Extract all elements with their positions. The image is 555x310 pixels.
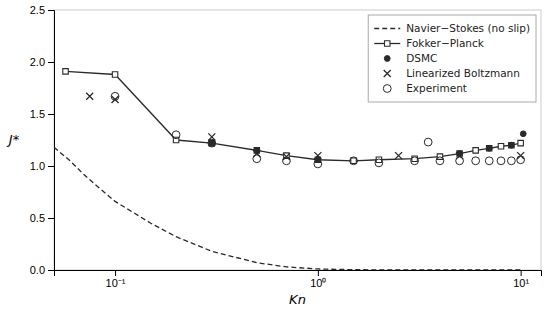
legend-label: Experiment xyxy=(406,82,467,94)
data-point xyxy=(350,157,358,165)
data-point xyxy=(314,152,321,159)
x-axis-tick-mark xyxy=(521,270,522,276)
y-axis-tick-mark xyxy=(48,114,54,115)
y-axis-tick: 1.0 xyxy=(30,160,54,172)
data-point xyxy=(436,157,444,165)
data-point xyxy=(520,131,526,137)
data-point xyxy=(498,144,503,149)
data-point xyxy=(209,140,214,145)
x-axis-line xyxy=(55,271,542,277)
legend-swatch xyxy=(384,56,390,62)
y-axis-tick-label: 1.0 xyxy=(30,160,45,172)
y-axis-tick: 0.5 xyxy=(30,212,54,224)
legend-item: Linearized Boltzmann xyxy=(384,67,520,79)
data-point xyxy=(375,159,383,167)
data-point xyxy=(63,69,68,74)
x-axis-tick-mark xyxy=(115,270,116,276)
data-point xyxy=(112,72,117,77)
legend-box xyxy=(368,15,536,102)
legend-swatch xyxy=(383,85,391,93)
series xyxy=(86,93,524,160)
series-line xyxy=(54,147,521,270)
plot: 10⁻¹ 10⁰ 10¹ 0.0 0.5 1.0 1.5 2.0 2.5 Navier−Stoke… xyxy=(30,4,542,289)
x-axis-tick-label: 10⁻¹ xyxy=(106,277,126,289)
data-point xyxy=(411,157,419,165)
chart: 10⁻¹ 10⁰ 10¹ 0.0 0.5 1.0 1.5 2.0 2.5 Navier−Stoke… xyxy=(0,0,555,310)
data-point xyxy=(209,140,215,146)
series xyxy=(111,92,524,167)
data-point xyxy=(473,148,478,153)
data-point xyxy=(395,152,402,159)
plot-frame xyxy=(54,10,541,270)
data-point xyxy=(497,157,505,165)
x-axis-tick-label: 10⁰ xyxy=(310,277,326,289)
x-axis-title: Kn xyxy=(289,292,306,307)
y-axis-tick-label: 2.5 xyxy=(30,4,45,16)
data-point xyxy=(172,131,180,139)
y-axis-tick: 2.0 xyxy=(30,56,54,68)
y-axis-tick: 1.5 xyxy=(30,108,54,120)
data-point xyxy=(486,146,491,151)
legend-swatch xyxy=(374,28,400,29)
y-axis-tick-mark xyxy=(48,10,54,11)
data-point xyxy=(253,155,261,163)
data-point xyxy=(472,157,480,165)
data-point xyxy=(424,138,432,146)
y-axis-tick-label: 2.0 xyxy=(30,56,45,68)
y-axis-tick-mark xyxy=(48,166,54,167)
legend-swatch xyxy=(384,70,391,77)
legend-item: Fokker−Planck xyxy=(374,37,485,49)
legend: Navier−Stokes (no slip) Fokker−Planck DSMC… xyxy=(368,15,536,102)
data-point xyxy=(518,140,523,145)
data-point xyxy=(517,156,525,164)
data-point xyxy=(86,93,93,100)
y-axis-tick-mark xyxy=(48,270,54,271)
y-axis-tick-mark xyxy=(48,218,54,219)
data-point xyxy=(283,157,291,165)
data-point xyxy=(351,158,356,163)
legend-item: Navier−Stokes (no slip) xyxy=(374,22,530,34)
y-axis-line xyxy=(48,11,55,271)
y-axis-tick-label: 0.5 xyxy=(30,212,45,224)
data-point xyxy=(508,142,514,148)
y-axis: 0.0 0.5 1.0 1.5 2.0 2.5 xyxy=(30,4,55,276)
legend-label: Linearized Boltzmann xyxy=(406,67,520,79)
x-axis-tick-mark xyxy=(318,270,319,276)
legend-swatch xyxy=(384,41,389,46)
legend-item: DSMC xyxy=(384,52,437,64)
legend-item: Experiment xyxy=(383,82,467,94)
data-point xyxy=(486,145,492,151)
x-axis-tick: 10¹ xyxy=(513,270,529,289)
y-axis-tick: 0.0 xyxy=(30,264,54,276)
data-point xyxy=(485,157,493,165)
data-point xyxy=(456,157,464,165)
x-axis: 10⁻¹ 10⁰ 10¹ xyxy=(55,270,542,289)
y-axis-title: J* xyxy=(6,132,20,147)
data-point xyxy=(111,92,119,100)
data-point xyxy=(208,139,216,147)
y-axis-tick-mark xyxy=(48,62,54,63)
x-axis-tick: 10⁰ xyxy=(310,270,326,289)
legend-label: Navier−Stokes (no slip) xyxy=(406,22,530,34)
series xyxy=(63,69,524,164)
y-axis-tick: 2.5 xyxy=(30,4,54,16)
y-axis-tick-label: 1.5 xyxy=(30,108,45,120)
series xyxy=(54,147,521,270)
x-axis-tick-label: 10¹ xyxy=(513,277,529,289)
data-point xyxy=(314,160,322,168)
legend-label: DSMC xyxy=(406,52,437,64)
y-axis-tick-label: 0.0 xyxy=(30,264,45,276)
legend-label: Fokker−Planck xyxy=(406,37,485,49)
series-line xyxy=(66,71,521,160)
x-axis-tick: 10⁻¹ xyxy=(106,270,126,289)
data-point xyxy=(509,142,514,147)
data-point xyxy=(507,157,515,165)
